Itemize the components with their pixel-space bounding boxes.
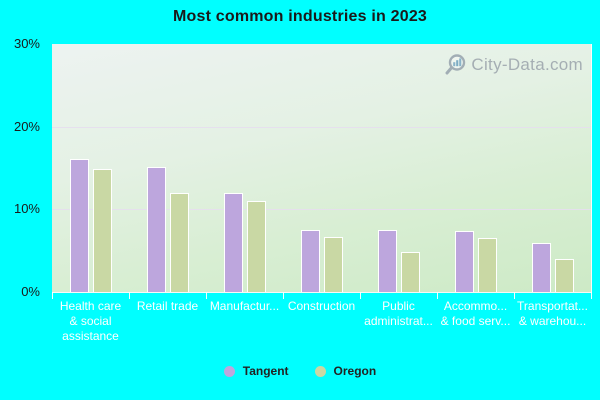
x-axis-label-line: Retail trade — [136, 299, 199, 313]
x-axis-label-line: assistance — [62, 329, 119, 343]
watermark: City-Data.com — [442, 52, 583, 78]
bar-oregon-2 — [246, 201, 266, 292]
category-group-3 — [283, 44, 360, 292]
category-group-6 — [514, 44, 591, 292]
category-group-1 — [129, 44, 206, 292]
x-axis-label-1: Retail trade — [129, 299, 206, 344]
y-tick-label-10: 10% — [13, 201, 40, 216]
x-axis-label-4: Public administrat... — [360, 299, 437, 344]
category-group-2 — [206, 44, 283, 292]
x-axis-tick-6 — [514, 292, 515, 299]
x-axis-label-0: Health care & social assistance — [52, 299, 129, 344]
x-axis-label-2: Manufactur... — [206, 299, 283, 344]
chart-title: Most common industries in 2023 — [172, 8, 428, 25]
bar-oregon-4 — [400, 251, 420, 292]
bar-tangent-4 — [377, 230, 397, 292]
bar-oregon-0 — [92, 168, 112, 292]
x-axis-tick-3 — [283, 292, 284, 299]
bar-tangent-0 — [69, 158, 89, 292]
x-axis-label-5: Accommo... & food serv... — [437, 299, 514, 344]
y-tick-label-20: 20% — [13, 119, 40, 134]
bar-oregon-3 — [323, 236, 343, 292]
y-tick-label-30: 30% — [13, 36, 40, 51]
legend-item-oregon: Oregon — [314, 364, 377, 378]
x-axis-label-line: & warehou... — [518, 314, 587, 328]
x-axis-label-3: Construction — [283, 299, 360, 344]
bar-tangent-2 — [223, 192, 243, 292]
x-axis-label-line: Construction — [287, 299, 356, 313]
x-axis-tick-7 — [591, 292, 592, 299]
category-group-5 — [437, 44, 514, 292]
x-axis-label-line: Public — [382, 299, 415, 313]
legend-item-tangent: Tangent — [223, 364, 289, 378]
chart-legend: Tangent Oregon — [0, 364, 600, 378]
gridline-20pct — [52, 126, 591, 128]
x-axis-tick-0 — [52, 292, 53, 299]
x-axis-tick-4 — [360, 292, 361, 299]
bar-oregon-5 — [477, 238, 497, 292]
bar-tangent-1 — [146, 167, 166, 292]
bar-tangent-5 — [454, 230, 474, 292]
x-axis-label-line: Health care — [59, 299, 122, 313]
bars-container — [52, 44, 591, 292]
watermark-text: City-Data.com — [471, 55, 583, 74]
gridline-10pct — [52, 209, 591, 211]
x-axis-labels: Health care & social assistance Retail trad… — [52, 299, 591, 344]
x-axis-label-line: administrat... — [364, 314, 433, 328]
bar-oregon-1 — [169, 192, 189, 292]
x-axis-label-line: & food serv... — [440, 314, 511, 328]
legend-label: Oregon — [333, 364, 377, 378]
x-axis-label-line: Accommo... — [443, 299, 508, 313]
x-axis-label-line: & social — [69, 314, 112, 328]
category-group-0 — [52, 44, 129, 292]
bar-tangent-3 — [300, 230, 320, 292]
x-axis-tick-1 — [129, 292, 130, 299]
category-group-4 — [360, 44, 437, 292]
legend-dot-icon — [314, 365, 326, 377]
x-axis-label-6: Transportat... & warehou... — [514, 299, 591, 344]
magnifier-with-bars-icon — [442, 52, 468, 78]
bar-oregon-6 — [554, 258, 574, 292]
x-axis-label-line: Transportat... — [517, 299, 588, 313]
x-axis-tick-5 — [437, 292, 438, 299]
legend-label: Tangent — [242, 364, 289, 378]
x-axis-label-line: Manufactur... — [209, 299, 280, 313]
bar-tangent-6 — [531, 243, 551, 292]
legend-dot-icon — [223, 365, 235, 377]
plot-area: City-Data.com — [52, 44, 592, 293]
y-tick-label-0: 0% — [21, 284, 40, 299]
x-axis-tick-2 — [206, 292, 207, 299]
